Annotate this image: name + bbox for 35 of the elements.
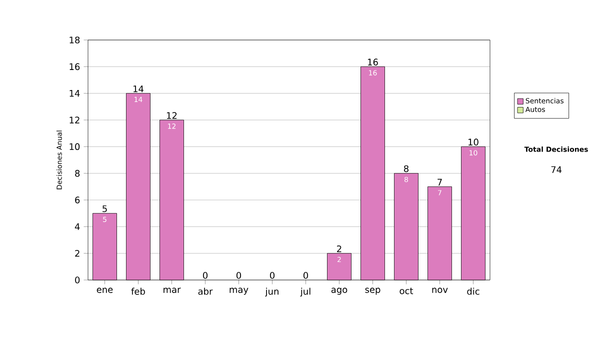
- x-tick-label: mar: [164, 288, 181, 293]
- y-tick-label: 2: [75, 250, 80, 257]
- y-tick-label: 10: [70, 143, 80, 150]
- total-label: 2: [337, 245, 342, 252]
- y-tick-label: 12: [70, 116, 80, 124]
- total-label: 0: [303, 272, 308, 279]
- y-tick-label: 16: [70, 63, 80, 70]
- y-tick-label: 14: [70, 90, 80, 97]
- x-tick-label: feb: [131, 288, 145, 295]
- x-tick-label: jun: [265, 288, 278, 296]
- x-tick-label: may: [230, 288, 248, 295]
- total-label: 8: [404, 165, 408, 172]
- total-label: 5: [102, 205, 107, 212]
- y-tick-label: 8: [75, 170, 80, 177]
- x-tick-label: ago: [331, 288, 348, 295]
- total-label: 7: [438, 178, 442, 186]
- x-tick-label: sep: [365, 288, 380, 295]
- y-tick-label: 6: [75, 196, 80, 204]
- total-label: 14: [134, 86, 144, 92]
- x-tick-label: oct: [400, 288, 414, 294]
- x-tick-label: nov: [432, 288, 448, 293]
- total-label: 0: [270, 272, 275, 279]
- total-label: 0: [202, 272, 208, 279]
- x-tick-label: jul: [300, 288, 310, 296]
- y-tick-label: 4: [74, 223, 80, 230]
- total-label: 0: [236, 272, 242, 279]
- x-tick-label: ene: [96, 288, 113, 293]
- y-tick-label: 0: [75, 276, 80, 284]
- x-tick-label: dic: [467, 288, 480, 295]
- total-label: 10: [468, 138, 478, 146]
- y-tick-label: 18: [70, 36, 80, 44]
- text: 74: [551, 166, 562, 173]
- total-label: 12: [167, 112, 177, 119]
- x-tick-label: abr: [198, 288, 213, 295]
- total-label: 16: [368, 58, 378, 66]
